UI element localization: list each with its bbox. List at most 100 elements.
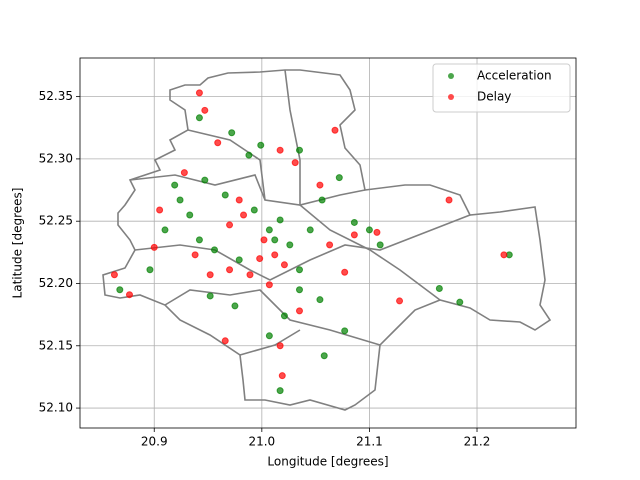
point [306, 226, 314, 234]
point [191, 251, 199, 259]
point [176, 196, 184, 204]
plot-frame [79, 57, 577, 429]
y-tick-label: 52.20 [39, 276, 73, 290]
y-axis-label: Latitude [degrees] [11, 188, 25, 299]
point [260, 236, 268, 244]
point [180, 169, 188, 177]
district-border [164, 289, 381, 346]
point [316, 296, 324, 304]
point [161, 226, 169, 234]
legend-marker [448, 73, 454, 79]
point [150, 243, 158, 251]
district-border [129, 174, 366, 206]
point [201, 106, 209, 114]
point [146, 266, 154, 274]
point [316, 181, 324, 189]
point [276, 387, 284, 395]
legend-box [432, 63, 571, 113]
district-border [239, 329, 301, 356]
point [240, 211, 248, 219]
point [276, 216, 284, 224]
point [295, 307, 303, 315]
point [318, 196, 326, 204]
point [335, 174, 343, 182]
point [221, 191, 229, 199]
point [201, 176, 209, 184]
point [373, 228, 381, 236]
district-border [134, 214, 471, 281]
point [195, 89, 203, 97]
point [350, 231, 358, 239]
point [221, 337, 229, 345]
district-border [187, 129, 266, 201]
city-border [102, 69, 552, 411]
point [456, 298, 464, 306]
map-outline [102, 69, 552, 411]
point [171, 181, 179, 189]
point [125, 291, 133, 299]
y-tick-label: 52.15 [39, 338, 73, 352]
point [226, 221, 234, 229]
point [195, 114, 203, 122]
point [246, 271, 254, 279]
legend-label: Delay [477, 90, 511, 104]
point [291, 159, 299, 167]
point [396, 297, 404, 305]
point [271, 251, 279, 259]
point [206, 271, 214, 279]
district-border [284, 69, 441, 301]
y-tick-label: 52.25 [39, 214, 73, 228]
point [276, 146, 284, 154]
point [295, 266, 303, 274]
legend-marker [448, 94, 454, 100]
point [206, 292, 214, 300]
point [110, 271, 118, 279]
x-tick-label: 20.9 [141, 435, 168, 449]
point [276, 342, 284, 350]
point [435, 284, 443, 292]
point [256, 255, 264, 263]
point [286, 241, 294, 249]
x-tick-label: 21.1 [356, 435, 383, 449]
point [341, 268, 349, 276]
point [257, 141, 265, 149]
point [235, 256, 243, 264]
point [214, 139, 222, 147]
point [295, 286, 303, 294]
point [320, 352, 328, 360]
point [278, 372, 286, 380]
point [226, 266, 234, 274]
point [231, 302, 239, 310]
point [376, 241, 384, 249]
point [116, 286, 124, 294]
x-tick-label: 21.0 [248, 435, 275, 449]
legend-label: Acceleration [477, 69, 552, 83]
point [186, 211, 194, 219]
point [326, 241, 334, 249]
points [110, 89, 513, 395]
point [295, 146, 303, 154]
point [265, 332, 273, 340]
point [228, 129, 236, 137]
point [350, 218, 358, 226]
point [210, 246, 218, 254]
y-tick-label: 52.10 [39, 401, 73, 415]
point [156, 206, 164, 214]
point [235, 196, 243, 204]
x-axis-label: Longitude [degrees] [267, 455, 388, 469]
point [280, 261, 288, 269]
point [331, 126, 339, 134]
point [365, 226, 373, 234]
point [280, 312, 288, 320]
y-tick-label: 52.30 [39, 151, 73, 165]
point [500, 251, 508, 259]
point [265, 281, 273, 289]
point [245, 151, 253, 159]
point [265, 226, 273, 234]
point [445, 196, 453, 204]
y-tick-label: 52.35 [39, 89, 73, 103]
point [341, 327, 349, 335]
x-tick-label: 21.2 [464, 435, 491, 449]
legend: Acceleration Delay [432, 63, 571, 113]
